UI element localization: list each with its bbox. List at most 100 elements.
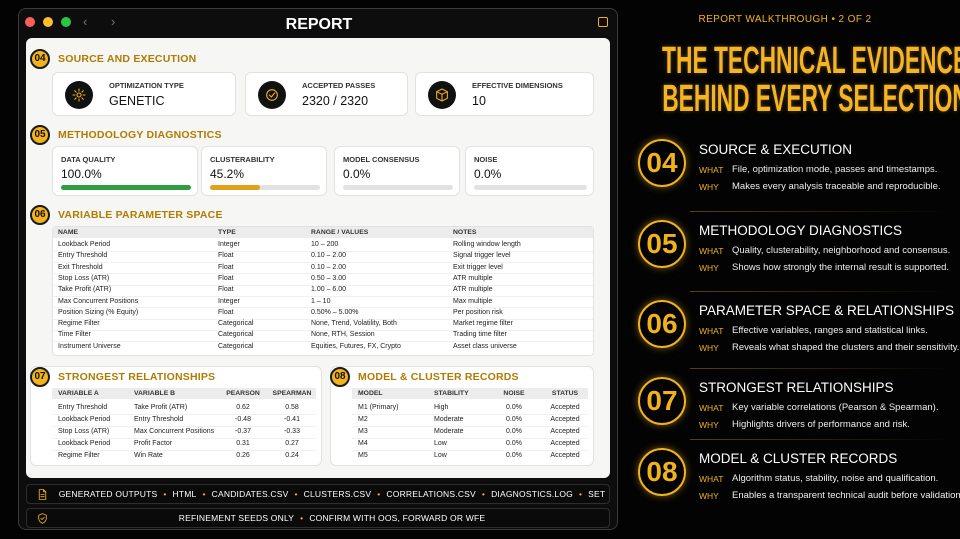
column-header: STATUS [551,390,579,397]
table-cell: Trading time filter [453,331,507,339]
table-cell: Exit trigger level [453,263,503,271]
item-number-ring: 05 [638,220,686,268]
table-header-row [52,388,316,399]
table-cell: Accepted [550,416,580,423]
section-badge: 04 [30,49,50,69]
what-text: File, optimization mode, passes and time… [732,164,938,175]
table-cell: Lookback Period [58,440,111,447]
row-divider [52,414,316,415]
window-control [61,17,71,27]
row-divider [53,262,593,264]
nav-back: ‹ [83,14,88,29]
footer-text: REFINEMENT SEEDS ONLY • CONFIRM WITH OOS, … [57,513,607,523]
column-header: NAME [58,229,79,236]
table-cell: Take Profit (ATR) [58,286,112,294]
table-cell: 0.24 [285,452,299,459]
table-cell: Entry Threshold [134,416,184,423]
table-cell: 1 – 10 [311,297,331,305]
card-value: 2320 / 2320 [302,94,369,108]
table-cell: 0.0% [506,404,522,411]
table-cell: Accepted [550,404,580,411]
table-cell: Categorical [218,331,254,339]
table-cell: M5 [358,452,368,459]
what-text: Quality, clusterability, neighborhood an… [732,245,951,256]
table-cell: -0.37 [235,428,251,435]
why-label: WHY [699,263,719,273]
footer-text: GENERATED OUTPUTS • HTML • CANDIDATES.CSV • CL… [57,489,607,499]
card-icon-glyph [434,87,450,103]
walkthrough-kicker: REPORT WALKTHROUGH • 2 OF 2 [698,14,872,25]
table-cell: ATR multiple [453,274,493,282]
window-control [25,17,35,27]
section-badge: 08 [330,367,350,387]
table-cell: 0.58 [285,404,299,411]
card-value: GENETIC [109,94,165,108]
report-panel: 04 SOURCE AND EXECUTION OPTIMIZATION TYPE G… [26,38,610,478]
table-cell: Signal trigger level [453,252,511,260]
column-header: SPEARMAN [272,390,312,397]
what-label: WHAT [699,403,724,413]
row-divider [53,284,593,286]
table-cell: Moderate [434,428,464,435]
metric-label: DATA QUALITY [61,155,116,164]
column-header: VARIABLE A [58,390,99,397]
table-cell: Stop Loss (ATR) [58,428,110,435]
what-label: WHAT [699,165,724,175]
card-label: EFFECTIVE DIMENSIONS [472,81,563,90]
section-heading: SOURCE AND EXECUTION [58,53,197,65]
row-divider [52,426,316,427]
what-text: Key variable correlations (Pearson & Spe… [732,402,939,413]
table-cell: Profit Factor [134,440,173,447]
section-badge: 05 [30,125,50,145]
what-label: WHAT [699,474,724,484]
table-cell: Market regime filter [453,320,513,328]
column-header: NOISE [503,390,525,397]
table-header-row [352,388,588,399]
section-badge: 06 [30,205,50,225]
table-cell: Time Filter [58,331,91,339]
item-title: METHODOLOGY DIAGNOSTICS [699,223,903,238]
table-cell: Position Sizing (% Equity) [58,308,139,316]
item-number-ring: 07 [638,377,686,425]
column-header: NOTES [453,229,477,236]
card-icon [65,81,93,109]
footer-item: CONFIRM WITH OOS, FORWARD OR WFE [309,513,486,523]
card-icon-glyph [71,87,87,103]
table-cell: Regime Filter [58,452,100,459]
table-cell: Float [218,286,234,294]
table-cell: 10 – 200 [311,241,339,248]
card-icon [258,81,286,109]
table-cell: Entry Threshold [58,404,108,411]
table-cell: 0.50 – 3.00 [311,274,347,282]
footer-item: CANDIDATES.CSV [211,489,289,499]
table-cell: Accepted [550,452,580,459]
card-value: 10 [472,94,486,108]
what-text: Effective variables, ranges and statisti… [732,325,928,336]
walkthrough-title-line: BEHIND EVERY SELECTION [560,78,960,121]
footer-icon [36,512,49,525]
what-label: WHAT [699,246,724,256]
table-cell: Exit Threshold [58,263,103,271]
table-cell: Integer [218,241,240,248]
metric-track [210,185,320,190]
column-header: VARIABLE B [134,390,176,397]
separator-dot: • [202,489,206,499]
table-cell: -0.48 [235,416,251,423]
table-cell: Stop Loss (ATR) [58,274,110,282]
metric-value: 45.2% [210,167,245,181]
table-cell: Lookback Period [58,241,111,248]
row-divider [352,414,588,415]
info-card: ACCEPTED PASSES 2320 / 2320 [245,72,408,116]
row-divider [53,250,593,252]
table-cell: Moderate [434,416,464,423]
table-cell: -0.41 [284,416,300,423]
table-cell: Lookback Period [58,416,111,423]
section-badge: 07 [30,367,50,387]
table-cell: None, RTH, Session [311,331,375,339]
table-cell: 0.0% [506,428,522,435]
table-cell: Rolling window length [453,241,521,248]
section-box [30,366,322,466]
separator-dot: • [377,489,381,499]
item-divider [690,211,950,212]
